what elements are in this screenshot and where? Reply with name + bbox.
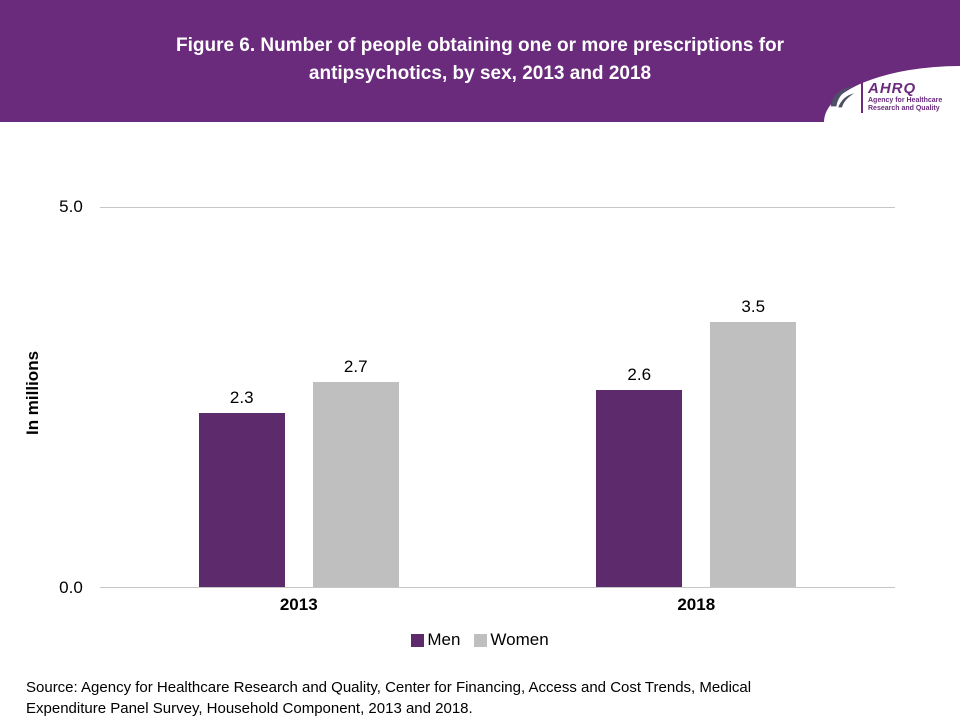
ahrq-logo-text: AHRQ Agency for Healthcare Research and …	[868, 79, 954, 113]
y-tick-zero: 0.0	[59, 578, 83, 597]
ahrq-org-name-line2: Research and Quality	[868, 104, 940, 112]
bar-men-2013: 2.3	[198, 208, 285, 587]
legend-item-women: Women	[474, 630, 549, 650]
bar-value-label: 2.6	[627, 364, 652, 384]
bar-women-2018: 3.5	[710, 208, 797, 587]
ahrq-wordmark: AHRQ	[868, 79, 917, 97]
x-axis-labels: 2013 2018	[100, 595, 895, 615]
category-label-2013: 2013	[279, 595, 318, 614]
hhs-eagle-icon	[830, 85, 856, 107]
plot-area: 2.3 2.7 2.6 3.5	[100, 207, 895, 588]
bar	[312, 382, 399, 587]
bar-group-2018: 2.6 3.5	[596, 208, 797, 587]
logo-divider	[861, 80, 863, 113]
bar-value-label: 2.3	[229, 387, 254, 407]
bar-men-2018: 2.6	[596, 208, 683, 587]
ahrq-org-name-line1: Agency for Healthcare	[868, 96, 943, 104]
figure-title-line2: antipsychotics, by sex, 2013 and 2018	[308, 63, 652, 84]
legend-label: Women	[490, 630, 549, 649]
bar	[596, 389, 683, 587]
category-label-2018: 2018	[677, 595, 716, 614]
bar-group-2013: 2.3 2.7	[198, 208, 399, 587]
figure-title: Figure 6. Number of people obtaining one…	[90, 32, 870, 88]
bar	[710, 321, 797, 587]
bar-value-label: 2.7	[343, 357, 368, 377]
bar	[198, 412, 285, 587]
legend-item-men: Men	[411, 630, 460, 650]
legend-swatch-men	[411, 633, 425, 647]
y-axis-label: In millions	[23, 350, 42, 436]
figure-title-line1: Figure 6. Number of people obtaining one…	[175, 35, 785, 56]
y-tick-max: 5.0	[59, 197, 83, 216]
legend-swatch-women	[474, 633, 488, 647]
ahrq-logo: AHRQ Agency for Healthcare Research and …	[824, 66, 960, 122]
figure-header: Figure 6. Number of people obtaining one…	[0, 0, 960, 122]
chart-legend: Men Women	[0, 630, 960, 650]
legend-label: Men	[427, 630, 461, 649]
source-note: Source: Agency for Healthcare Research a…	[26, 679, 752, 717]
bar-value-label: 3.5	[741, 296, 766, 316]
bar-women-2013: 2.7	[312, 208, 399, 587]
